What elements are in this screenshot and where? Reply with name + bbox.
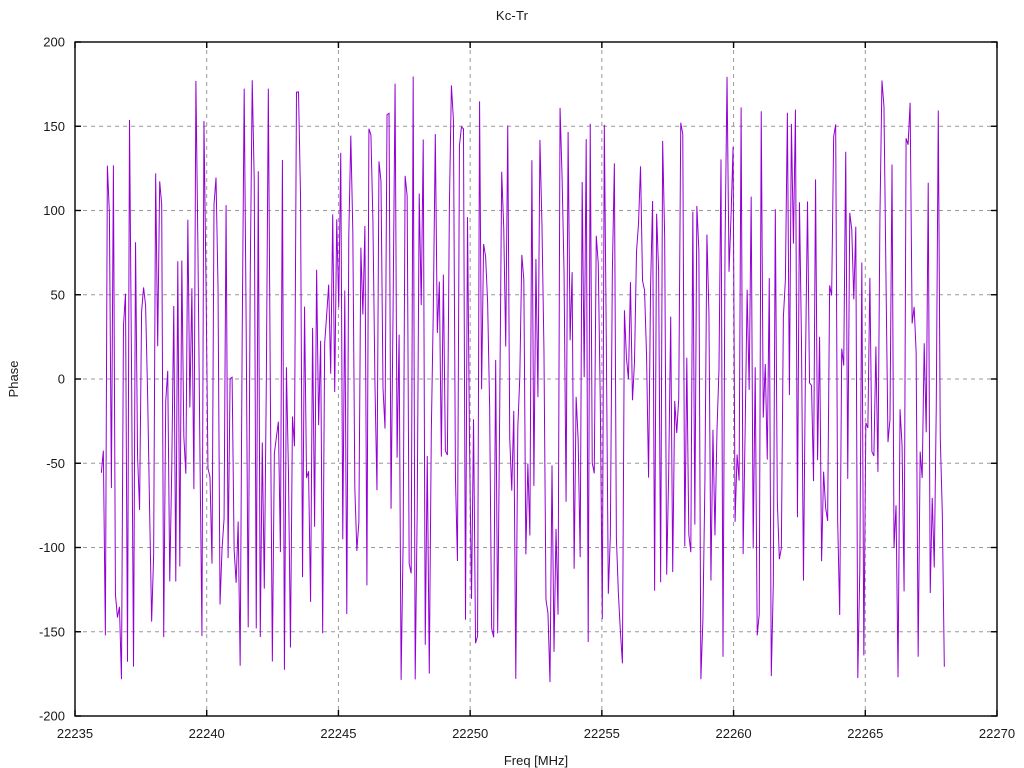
x-tick-label: 22235 bbox=[57, 726, 93, 741]
y-axis-title: Phase bbox=[6, 361, 21, 398]
y-tick-label: 50 bbox=[51, 287, 65, 302]
axis-tick-labels: -200 -150 -100 -50 0 50 100 150 200 22235 22240 222… bbox=[39, 35, 1015, 742]
x-tick-label: 22240 bbox=[189, 726, 225, 741]
x-tick-label: 22245 bbox=[320, 726, 356, 741]
y-tick-label: 200 bbox=[43, 35, 65, 50]
y-tick-label: 100 bbox=[43, 203, 65, 218]
y-tick-label: 150 bbox=[43, 119, 65, 134]
x-tick-label: 22255 bbox=[584, 726, 620, 741]
x-axis-title: Freq [MHz] bbox=[504, 753, 568, 768]
y-tick-label: -100 bbox=[39, 540, 65, 555]
y-tick-label: -200 bbox=[39, 709, 65, 724]
x-tick-label: 22260 bbox=[715, 726, 751, 741]
x-tick-label: 22250 bbox=[452, 726, 488, 741]
y-tick-label: -150 bbox=[39, 624, 65, 639]
chart-title: Kc-Tr bbox=[495, 8, 529, 23]
phase-data-series bbox=[100, 76, 945, 683]
x-tick-label: 22265 bbox=[847, 726, 883, 741]
phase-trace bbox=[100, 76, 945, 683]
y-tick-label: 0 bbox=[58, 372, 65, 387]
y-tick-label: -50 bbox=[46, 456, 65, 471]
axis-ticks bbox=[74, 41, 998, 717]
x-tick-label: 22270 bbox=[979, 726, 1015, 741]
